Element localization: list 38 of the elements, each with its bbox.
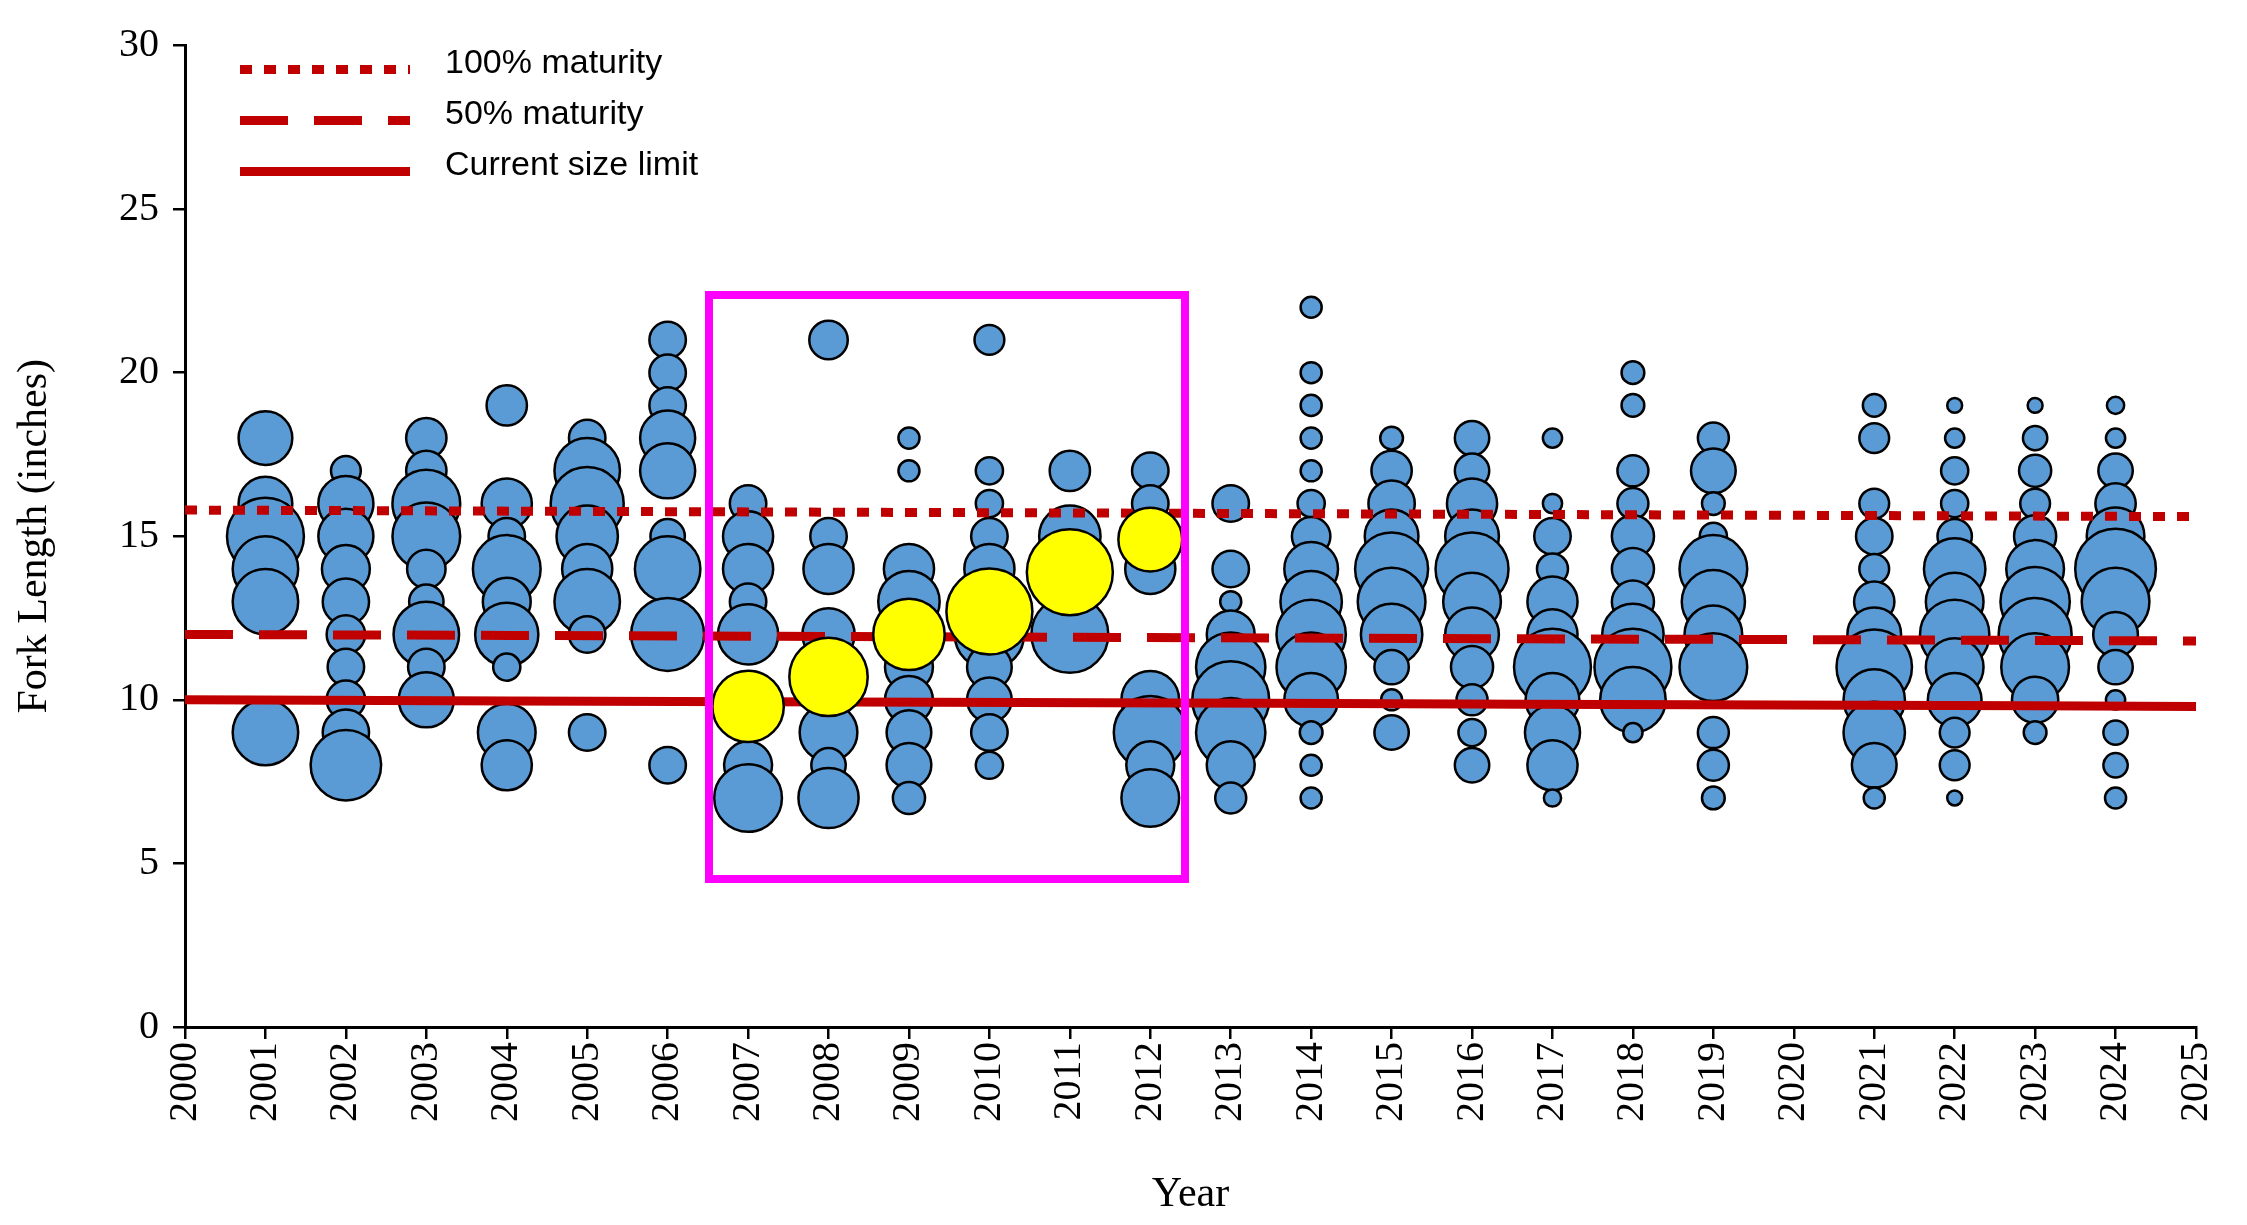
x-tick-label: 2002 [320, 1042, 366, 1122]
x-tick-label: 2018 [1607, 1042, 1653, 1122]
x-tick-label: 2020 [1768, 1042, 1814, 1122]
x-tick-label: 2022 [1929, 1042, 1975, 1122]
y-tick-label: 10 [119, 674, 159, 720]
x-tick-label: 2001 [239, 1042, 285, 1122]
x-tick-label: 2009 [883, 1042, 929, 1122]
legend-label: 50% maturity [445, 92, 644, 131]
x-tick-label: 2016 [1446, 1042, 1492, 1122]
y-tick-label: 5 [139, 837, 159, 883]
x-tick-label: 2017 [1526, 1042, 1572, 1122]
x-tick-label: 2007 [722, 1042, 768, 1122]
y-tick-label: 0 [139, 1001, 159, 1047]
y-tick-label: 15 [119, 510, 159, 556]
x-tick-label: 2021 [1848, 1042, 1894, 1122]
x-tick-label: 2025 [2170, 1042, 2216, 1122]
x-tick-label: 2019 [1687, 1042, 1733, 1122]
legend-label: Current size limit [445, 143, 699, 182]
y-tick-label: 25 [119, 183, 159, 229]
x-tick-label: 2004 [481, 1042, 527, 1122]
x-tick-label: 2014 [1285, 1042, 1331, 1122]
x-tick-label: 2013 [1205, 1042, 1251, 1122]
x-tick-label: 2000 [159, 1042, 205, 1122]
x-tick-label: 2008 [803, 1042, 849, 1122]
y-axis-title: Fork Length (inches) [9, 358, 57, 714]
x-tick-label: 2006 [642, 1042, 688, 1122]
x-tick-label: 2003 [400, 1042, 446, 1122]
legend-label: 100% maturity [445, 41, 663, 80]
x-tick-label: 2015 [1366, 1042, 1412, 1122]
x-tick-label: 2012 [1124, 1042, 1170, 1122]
x-tick-label: 2005 [561, 1042, 607, 1122]
y-tick-label: 20 [119, 347, 159, 393]
x-axis-title: Year [1151, 1168, 1230, 1215]
x-tick-label: 2010 [963, 1042, 1009, 1122]
x-tick-label: 2024 [2090, 1042, 2136, 1122]
x-tick-label: 2011 [1044, 1042, 1090, 1121]
y-tick-label: 30 [119, 20, 159, 65]
x-tick-label: 2023 [2009, 1042, 2055, 1122]
